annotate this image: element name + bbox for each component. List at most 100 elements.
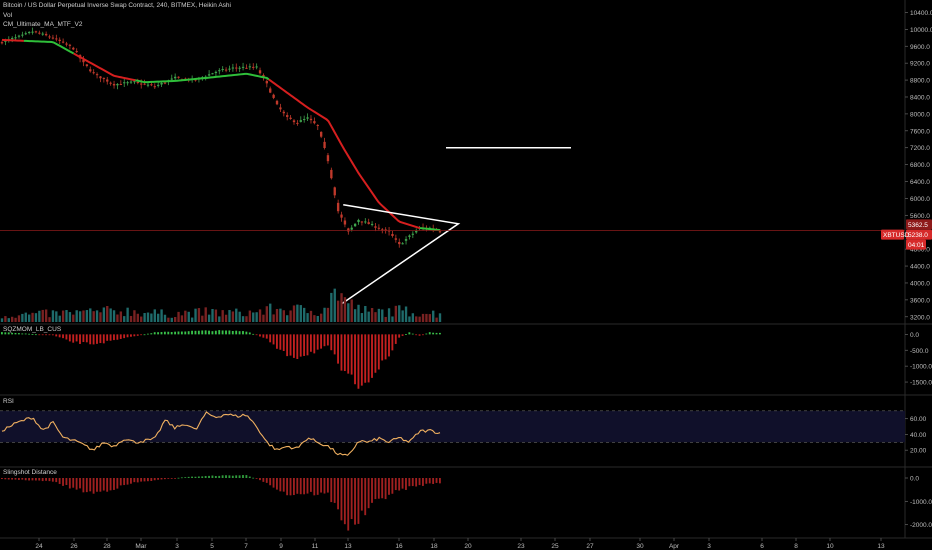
histogram-bar xyxy=(204,475,207,478)
volume-bar xyxy=(323,307,326,322)
candle-body xyxy=(224,69,228,71)
histogram-bar xyxy=(309,478,312,492)
candle-body xyxy=(55,38,58,40)
volume-bar xyxy=(289,310,292,322)
candle-body xyxy=(292,120,296,123)
volume-bar xyxy=(190,317,194,322)
histogram-bar xyxy=(367,478,370,509)
histogram-bar xyxy=(316,334,319,350)
candle-body xyxy=(330,169,333,179)
rsi-band xyxy=(0,410,905,443)
price-axis-tick-label: 7600.0 xyxy=(910,128,930,135)
candle-body xyxy=(109,82,112,84)
histogram-bar xyxy=(68,334,71,342)
candle-body xyxy=(258,70,262,74)
histogram-bar xyxy=(72,478,75,488)
histogram-bar xyxy=(374,478,377,500)
moving-average-line xyxy=(135,72,270,84)
histogram-bar xyxy=(28,333,31,335)
candle-body xyxy=(163,82,167,84)
volume-bar xyxy=(353,309,357,322)
histogram-bar xyxy=(394,334,397,344)
volume-bar xyxy=(282,310,285,322)
histogram-bar xyxy=(242,331,244,335)
candle-body xyxy=(326,155,330,162)
volume-bar xyxy=(126,307,129,322)
histogram-bar xyxy=(432,478,435,484)
histogram-bar xyxy=(7,332,10,335)
histogram-bar xyxy=(31,478,34,481)
histogram-bar xyxy=(306,334,309,356)
price-axis-tick-label: 5600.0 xyxy=(910,213,930,220)
histogram-bar xyxy=(82,478,85,493)
volume-bar xyxy=(143,313,146,322)
candle-body xyxy=(360,221,364,223)
candle-body xyxy=(303,119,306,121)
candle-body xyxy=(27,32,31,34)
histogram-bar xyxy=(276,478,278,490)
histogram-bar xyxy=(323,478,326,494)
histogram-bar xyxy=(180,331,183,335)
volume-bar xyxy=(432,310,435,322)
histogram-bar xyxy=(96,334,98,344)
time-axis-label: 24 xyxy=(35,543,43,550)
candle-body xyxy=(228,68,231,70)
histogram-bar xyxy=(65,478,68,485)
histogram-bar xyxy=(248,332,251,335)
candle-body xyxy=(252,66,255,68)
histogram-bar xyxy=(75,334,78,342)
histogram-bar xyxy=(398,478,401,491)
candle-body xyxy=(14,37,17,39)
rsi-line xyxy=(1,411,441,456)
volume-bar xyxy=(140,316,143,322)
histogram-bar xyxy=(320,478,323,493)
volume-bar xyxy=(211,309,214,322)
histogram-bar xyxy=(191,476,193,478)
slingshot-label: Slingshot Distance xyxy=(3,469,57,476)
volume-bar xyxy=(252,312,255,322)
histogram-bar xyxy=(388,478,390,495)
time-axis-label: 26 xyxy=(70,543,78,550)
candle-body xyxy=(112,83,116,86)
slingshot-axis-tick-label: 0.0 xyxy=(910,476,919,483)
volume-bar xyxy=(112,310,116,322)
histogram-bar xyxy=(106,478,109,492)
histogram-bar xyxy=(435,332,438,335)
histogram-bar xyxy=(157,332,160,335)
volume-bar xyxy=(167,317,170,322)
volume-bar xyxy=(65,310,68,322)
histogram-bar xyxy=(435,478,438,483)
histogram-bar xyxy=(408,332,411,335)
volume-bar xyxy=(384,316,387,322)
volume-bar xyxy=(258,309,262,322)
candle-body xyxy=(48,36,51,38)
histogram-bar xyxy=(371,478,373,503)
price-axis-tick-label: 4000.0 xyxy=(910,280,930,287)
volume-bar xyxy=(106,306,109,322)
histogram-bar xyxy=(99,334,102,344)
histogram-bar xyxy=(201,476,204,478)
time-axis-label: 7 xyxy=(244,543,248,550)
candle-body xyxy=(313,121,316,124)
volume-bar xyxy=(299,305,302,322)
candle-body xyxy=(401,243,404,245)
histogram-bar xyxy=(357,478,360,524)
volume-bar xyxy=(194,308,197,322)
candle-body xyxy=(41,33,44,35)
volume-bar xyxy=(374,312,377,322)
histogram-bar xyxy=(306,478,309,494)
histogram-bar xyxy=(62,334,64,339)
histogram-bar xyxy=(106,334,109,341)
volume-bar xyxy=(313,315,316,322)
histogram-bar xyxy=(235,475,238,478)
histogram-bar xyxy=(211,331,214,335)
histogram-bar xyxy=(146,478,149,482)
histogram-bar xyxy=(367,334,370,383)
volume-label: Vol xyxy=(3,12,13,19)
histogram-bar xyxy=(320,334,323,349)
volume-bar xyxy=(51,310,55,322)
sqzmom-label: SQZMOM_LB_CUS xyxy=(3,326,62,333)
histogram-bar xyxy=(343,478,346,525)
sqzmom-axis-tick-label: -1500.0 xyxy=(910,380,932,387)
